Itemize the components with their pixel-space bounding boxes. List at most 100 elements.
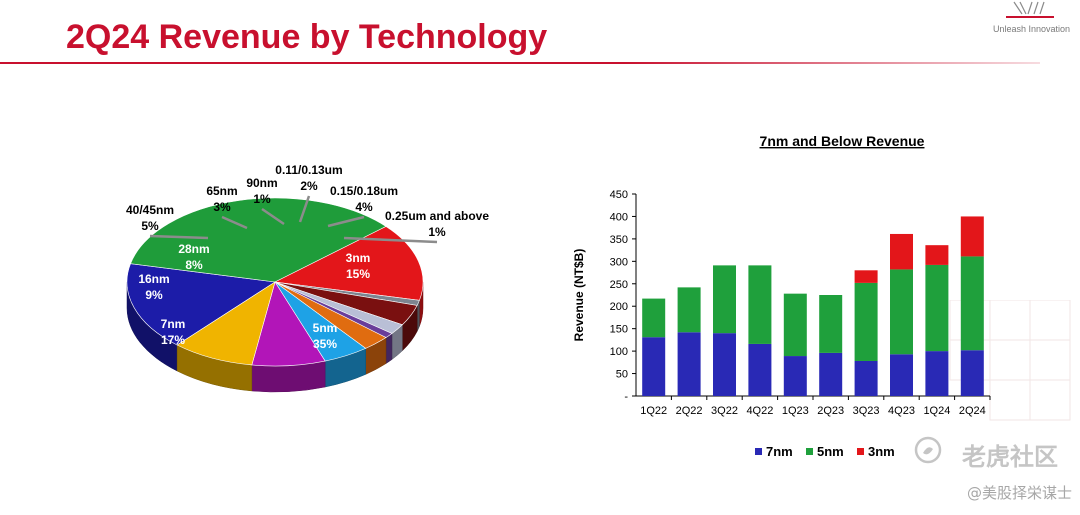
- bar-7nm-4q23: [890, 354, 913, 396]
- legend-swatch-3nm: [857, 448, 864, 455]
- pie-label-40-45nm-name: 40/45nm: [126, 203, 174, 217]
- bar-5nm-3q23: [854, 282, 878, 361]
- legend-label-7nm: 7nm: [766, 444, 793, 459]
- bar-7nm-1q23: [783, 356, 807, 396]
- bar-3nm-3q23: [854, 270, 878, 283]
- technology-pie-chart: 7nm 17% 5nm 35% 3nm 15% 0.25um and above 1% 0.15…: [126, 163, 489, 393]
- bar-chart-title: 7nm and Below Revenue: [760, 133, 925, 149]
- pie-label-5nm-percent: 35%: [313, 337, 337, 351]
- bar-3nm-2q24: [960, 216, 984, 257]
- pie-label-0-25um-and-above-leader: [343, 236, 438, 244]
- pie-slice-16nm: [176, 281, 276, 366]
- bar-chart-y-axis-label: Revenue (NT$B): [572, 249, 586, 342]
- bar-x-tick-label: 3Q23: [853, 405, 880, 417]
- bar-7nm-3q22: [713, 333, 736, 396]
- bar-y-tick-label: 50: [616, 369, 628, 381]
- watermark-text: 老虎社区: [962, 443, 1058, 471]
- bar-7nm-2q23: [819, 352, 843, 396]
- pie-label-90nm-percent: 1%: [253, 192, 271, 206]
- legend-label-5nm: 5nm: [817, 444, 844, 459]
- bar-y-tick-label: 350: [610, 234, 628, 246]
- bar-chart-bars: [642, 216, 984, 396]
- pie-label-7nm-name: 7nm: [161, 317, 186, 331]
- title-divider: [0, 62, 1040, 64]
- seven-nm-and-below-bar-chart: 7nm and Below Revenue Revenue (NT$B) - 50…: [572, 133, 991, 459]
- page-title: 2Q24 Revenue by Technology: [66, 18, 548, 56]
- bar-7nm-4q22: [748, 343, 772, 396]
- bar-7nm-2q22: [677, 332, 701, 396]
- bar-5nm-4q23: [890, 269, 913, 355]
- bar-x-tick-label: 1Q22: [640, 405, 667, 417]
- pie-slice-7nm: [126, 263, 276, 346]
- bar-x-tick-label: 1Q24: [923, 405, 950, 417]
- bar-y-tick-label: 300: [610, 256, 628, 268]
- brand-tagline: Unleash Innovation: [992, 24, 1070, 34]
- pie-label-28nm-percent: 8%: [185, 258, 203, 272]
- pie-label-0-11-0-13um-name: 0.11/0.13um: [275, 163, 342, 177]
- bar-5nm-1q24: [925, 264, 949, 352]
- pie-label-0-15-0-18um-name: 0.15/0.18um: [330, 184, 398, 198]
- bar-x-tick-label: 2Q24: [959, 405, 986, 417]
- pie-label-0-11-0-13um-percent: 2%: [300, 179, 318, 193]
- pie-label-90nm-name: 90nm: [246, 176, 277, 190]
- pie-label-16nm-name: 16nm: [138, 272, 169, 286]
- pie-label-3nm-percent: 15%: [346, 267, 370, 281]
- bar-5nm-2q24: [960, 256, 984, 351]
- pie-label-5nm-name: 5nm: [313, 321, 338, 335]
- bar-5nm-1q22: [642, 298, 666, 338]
- pie-label-40-45nm-leader: [149, 234, 209, 240]
- legend-swatch-5nm: [806, 448, 813, 455]
- pie-top-layer: [126, 197, 424, 367]
- bar-x-tick-label: 2Q22: [676, 405, 703, 417]
- pie-label-3nm-name: 3nm: [346, 251, 371, 265]
- pie-label-16nm-percent: 9%: [145, 288, 163, 302]
- bar-5nm-4q22: [748, 265, 772, 344]
- pie-label-7nm-percent: 17%: [161, 333, 185, 347]
- bar-y-tick-label: 200: [610, 301, 628, 313]
- bar-5nm-1q23: [783, 293, 807, 357]
- bar-3nm-4q23: [890, 233, 913, 270]
- watermark-handle: @美股择栄谋士: [966, 484, 1072, 502]
- bar-x-tick-label: 2Q23: [817, 405, 844, 417]
- bar-y-tick-label: 100: [610, 346, 628, 358]
- pie-label-0-25um-and-above-percent: 1%: [428, 225, 446, 239]
- pie-side-90nm: [385, 332, 393, 365]
- bar-y-tick-label: 250: [610, 279, 628, 291]
- pie-labels-layer: 7nm 17% 5nm 35% 3nm 15% 0.25um and above 1% 0.15…: [126, 163, 489, 351]
- pie-label-65nm-name: 65nm: [206, 184, 237, 198]
- bar-chart-axes: - 50 100 150 200 250 300 350 400 450 1Q22 2Q22 3Q22 4…: [610, 189, 991, 417]
- pie-label-65nm-percent: 3%: [213, 200, 231, 214]
- watermark-logo-icon: [914, 436, 942, 464]
- bar-x-tick-label: 3Q22: [711, 405, 738, 417]
- bar-x-tick-label: 4Q23: [888, 405, 915, 417]
- pie-label-0-25um-and-above-name: 0.25um and above: [385, 209, 489, 223]
- bar-x-tick-label: 4Q22: [746, 405, 773, 417]
- pie-label-0-15-0-18um-leader: [327, 215, 365, 228]
- bar-y-tick-label: 400: [610, 211, 628, 223]
- pie-label-0-15-0-18um-percent: 4%: [355, 200, 373, 214]
- bar-7nm-3q23: [854, 360, 878, 396]
- bar-y-tick-label: -: [624, 391, 628, 403]
- pie-label-0-11-0-13um-leader: [298, 195, 311, 223]
- bar-5nm-2q23: [819, 295, 843, 353]
- pie-label-28nm-name: 28nm: [178, 242, 209, 256]
- bar-y-tick-label: 150: [610, 324, 628, 336]
- pie-label-40-45nm-percent: 5%: [141, 219, 159, 233]
- company-logo-icon: [1006, 0, 1054, 25]
- pie-slice-5nm: [130, 197, 387, 283]
- bar-y-tick-label: 450: [610, 189, 628, 201]
- bar-5nm-3q22: [713, 265, 736, 334]
- bar-chart-legend: 7nm 5nm 3nm: [755, 444, 895, 459]
- pie-label-65nm-leader: [221, 215, 248, 230]
- bar-7nm-1q24: [925, 351, 949, 396]
- bar-7nm-2q24: [960, 350, 984, 396]
- legend-swatch-7nm: [755, 448, 762, 455]
- background-grid: [949, 300, 1071, 421]
- pie-label-90nm-leader: [261, 207, 285, 226]
- bar-5nm-2q22: [677, 287, 701, 333]
- bar-x-tick-label: 1Q23: [782, 405, 809, 417]
- bar-7nm-1q22: [642, 337, 666, 396]
- legend-label-3nm: 3nm: [868, 444, 895, 459]
- bar-3nm-1q24: [925, 245, 949, 265]
- pie-slice-3nm: [273, 226, 424, 301]
